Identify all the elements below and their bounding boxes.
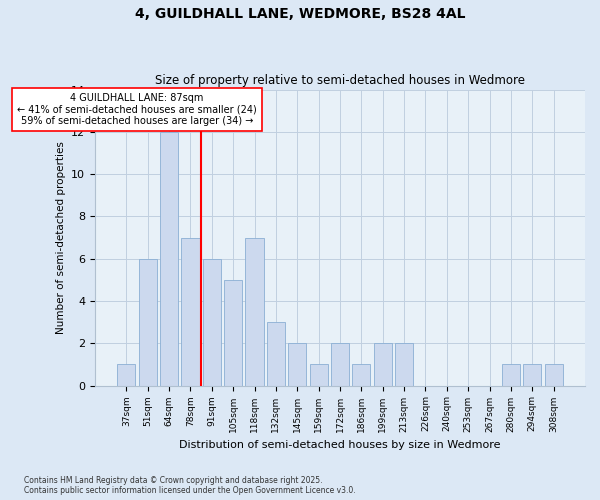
Bar bbox=[245, 238, 263, 386]
Y-axis label: Number of semi-detached properties: Number of semi-detached properties bbox=[56, 141, 65, 334]
Bar bbox=[117, 364, 136, 386]
Text: 4 GUILDHALL LANE: 87sqm
← 41% of semi-detached houses are smaller (24)
59% of se: 4 GUILDHALL LANE: 87sqm ← 41% of semi-de… bbox=[17, 92, 257, 126]
Bar bbox=[181, 238, 200, 386]
Bar bbox=[267, 322, 285, 386]
Bar bbox=[502, 364, 520, 386]
Bar bbox=[545, 364, 563, 386]
Bar bbox=[224, 280, 242, 386]
Text: Contains HM Land Registry data © Crown copyright and database right 2025.
Contai: Contains HM Land Registry data © Crown c… bbox=[24, 476, 356, 495]
X-axis label: Distribution of semi-detached houses by size in Wedmore: Distribution of semi-detached houses by … bbox=[179, 440, 501, 450]
Bar bbox=[288, 344, 307, 386]
Bar bbox=[331, 344, 349, 386]
Bar bbox=[523, 364, 541, 386]
Bar bbox=[374, 344, 392, 386]
Bar bbox=[310, 364, 328, 386]
Title: Size of property relative to semi-detached houses in Wedmore: Size of property relative to semi-detach… bbox=[155, 74, 525, 87]
Bar bbox=[203, 258, 221, 386]
Bar bbox=[160, 132, 178, 386]
Text: 4, GUILDHALL LANE, WEDMORE, BS28 4AL: 4, GUILDHALL LANE, WEDMORE, BS28 4AL bbox=[135, 8, 465, 22]
Bar bbox=[139, 258, 157, 386]
Bar bbox=[395, 344, 413, 386]
Bar bbox=[352, 364, 370, 386]
